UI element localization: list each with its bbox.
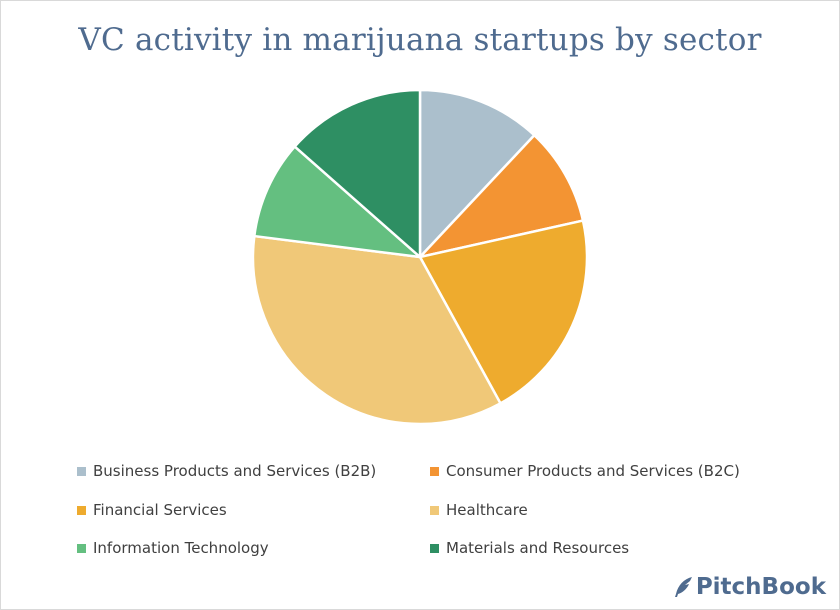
legend-label: Healthcare xyxy=(446,501,528,519)
legend-swatch xyxy=(430,505,439,515)
feather-logo-icon xyxy=(674,577,692,597)
legend-label: Information Technology xyxy=(93,539,269,557)
legend-label: Materials and Resources xyxy=(446,539,630,557)
pie-slice-materials-and-resources xyxy=(293,88,422,259)
legend-item: Business Products and Services (B2B) xyxy=(77,462,376,480)
legend-swatch xyxy=(430,543,439,553)
legend-label: Business Products and Services (B2B) xyxy=(93,462,377,480)
legend-label: Financial Services xyxy=(93,501,227,519)
pie-slice-financial-services xyxy=(418,219,589,405)
legend-item: Consumer Products and Services (B2C) xyxy=(430,462,740,480)
legend-swatch xyxy=(430,466,439,476)
legend-item: Information Technology xyxy=(77,539,269,557)
legend-swatch xyxy=(77,466,86,476)
legend-swatch xyxy=(77,505,86,515)
brand-name: PitchBook xyxy=(695,574,826,600)
legend-item: Financial Services xyxy=(77,501,227,519)
pie-slice-information-technology xyxy=(253,145,422,259)
pitchbook-logo: PitchBook xyxy=(672,574,826,600)
legend-item: Materials and Resources xyxy=(430,539,629,557)
pie-slice-healthcare xyxy=(251,234,502,426)
legend-label: Consumer Products and Services (B2C) xyxy=(446,462,740,480)
pie-slice-business-products-and-services-b2b xyxy=(418,88,536,259)
legend-item: Healthcare xyxy=(430,501,528,519)
legend-swatch xyxy=(77,543,86,553)
pie-slice-consumer-products-and-services-b2c xyxy=(418,134,585,259)
chart-title: VC activity in marijuana startups by sec… xyxy=(78,22,762,58)
